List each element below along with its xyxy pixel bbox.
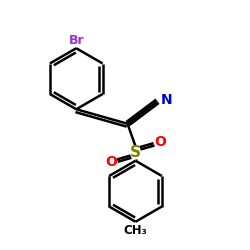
Text: O: O [154,136,166,149]
Text: N: N [161,93,172,107]
Text: CH₃: CH₃ [124,224,148,237]
Text: Br: Br [68,34,84,46]
Text: S: S [130,145,141,160]
Text: O: O [105,156,117,170]
